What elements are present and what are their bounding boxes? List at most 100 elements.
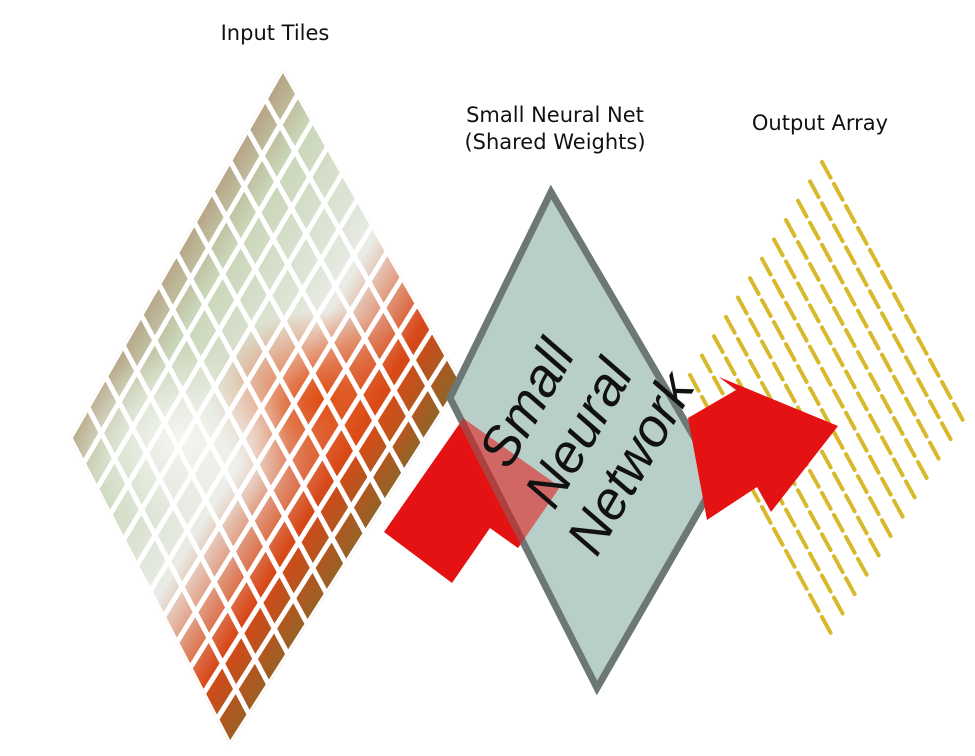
output-cell: [808, 179, 821, 200]
output-cell: [868, 537, 881, 558]
output-cell: [796, 281, 809, 302]
output-cell: [808, 593, 821, 613]
output-cell: [784, 300, 797, 321]
output-cell: [880, 435, 893, 456]
output-cell: [772, 361, 785, 382]
output-cell: [820, 490, 833, 511]
output-cell: [880, 518, 893, 539]
output-cell: [904, 479, 917, 500]
output-cell: [760, 256, 773, 277]
output-cell: [928, 440, 941, 461]
output-cell: [772, 527, 785, 547]
output-cell: [796, 240, 809, 260]
output-cell: [880, 394, 893, 414]
small-neural-net-title-line1: Small Neural Net: [466, 103, 644, 127]
output-cell: [808, 344, 821, 365]
output-cell: [844, 452, 857, 473]
output-cell: [808, 262, 821, 282]
input-tiles-title: Input Tiles: [220, 21, 330, 45]
output-cell: [820, 573, 833, 594]
output-cell: [904, 355, 917, 376]
output-cell: [880, 311, 893, 332]
output-cell: [904, 314, 917, 334]
input-tiles: [70, 68, 462, 745]
output-cell: [868, 248, 881, 268]
output-cell: [844, 204, 857, 224]
output-cell: [784, 218, 797, 238]
output-cell: [868, 372, 881, 392]
output-cell: [724, 314, 737, 335]
output-cell: [784, 549, 797, 569]
output-cell: [844, 328, 857, 348]
output-cell: [748, 358, 761, 379]
output-cell: [868, 289, 881, 310]
output-cell: [820, 284, 833, 304]
output-cell: [820, 449, 833, 470]
output-cell: [928, 358, 941, 378]
output-cell: [868, 454, 881, 475]
output-cell: [856, 515, 869, 536]
output-cell: [784, 259, 797, 280]
output-cell: [688, 373, 701, 393]
output-cell: [760, 380, 773, 401]
output-cell: [808, 551, 821, 572]
output-cell: [844, 576, 857, 597]
small-neural-net-title-line2: (Shared Weights): [464, 130, 646, 155]
output-cell: [820, 532, 833, 553]
output-cell: [832, 430, 845, 451]
output-cell: [868, 330, 881, 351]
output-cell: [784, 342, 797, 363]
output-cell: [844, 534, 857, 555]
tile-gap-line: [214, 354, 450, 721]
output-cell: [808, 303, 821, 324]
output-cell: [760, 339, 773, 360]
output-cell: [892, 498, 905, 519]
output-cell: [760, 505, 773, 525]
output-cell: [856, 267, 869, 288]
output-cell: [832, 595, 845, 616]
output-cell: [892, 457, 905, 478]
small-neural-net-title: Small Neural Net (Shared Weights): [440, 102, 670, 157]
output-cell: [892, 416, 905, 436]
output-cell: [808, 468, 821, 489]
output-cell: [940, 421, 953, 442]
output-cell: [844, 369, 857, 390]
output-cell: [880, 270, 893, 290]
output-cell: [916, 377, 929, 398]
output-cell: [796, 529, 809, 550]
output-cell: [808, 510, 821, 531]
output-cell: [784, 383, 797, 404]
output-cell: [856, 474, 869, 495]
output-cell: [892, 333, 905, 354]
output-cell: [820, 366, 833, 387]
output-cell: [832, 223, 845, 244]
neural-network-box: [446, 184, 723, 696]
output-cell: [856, 308, 869, 329]
output-cell: [892, 374, 905, 395]
output-cell: [916, 460, 929, 480]
arrow-input-to-network-overlay: [460, 418, 560, 548]
output-cell: [820, 160, 833, 180]
output-cell: [868, 496, 881, 517]
output-cell: [844, 245, 857, 266]
output-cell: [904, 396, 917, 417]
tile-gap-lines: [70, 68, 462, 745]
output-cell: [772, 320, 785, 341]
output-cell: [808, 386, 821, 407]
output-cell: [820, 201, 833, 222]
output-cell: [796, 571, 809, 591]
output-cell: [832, 182, 845, 202]
output-cell: [760, 298, 773, 319]
output-cell: [796, 488, 809, 509]
output-cell: [820, 325, 833, 346]
output-cell: [772, 237, 785, 258]
output-cell: [796, 364, 809, 385]
tile-gap-line: [103, 375, 271, 686]
output-cell: [952, 402, 965, 422]
output-cell: [832, 264, 845, 285]
output-cell: [904, 438, 917, 458]
tile-gap-line: [70, 436, 233, 745]
output-cell: [856, 350, 869, 370]
output-cell: [820, 242, 833, 263]
